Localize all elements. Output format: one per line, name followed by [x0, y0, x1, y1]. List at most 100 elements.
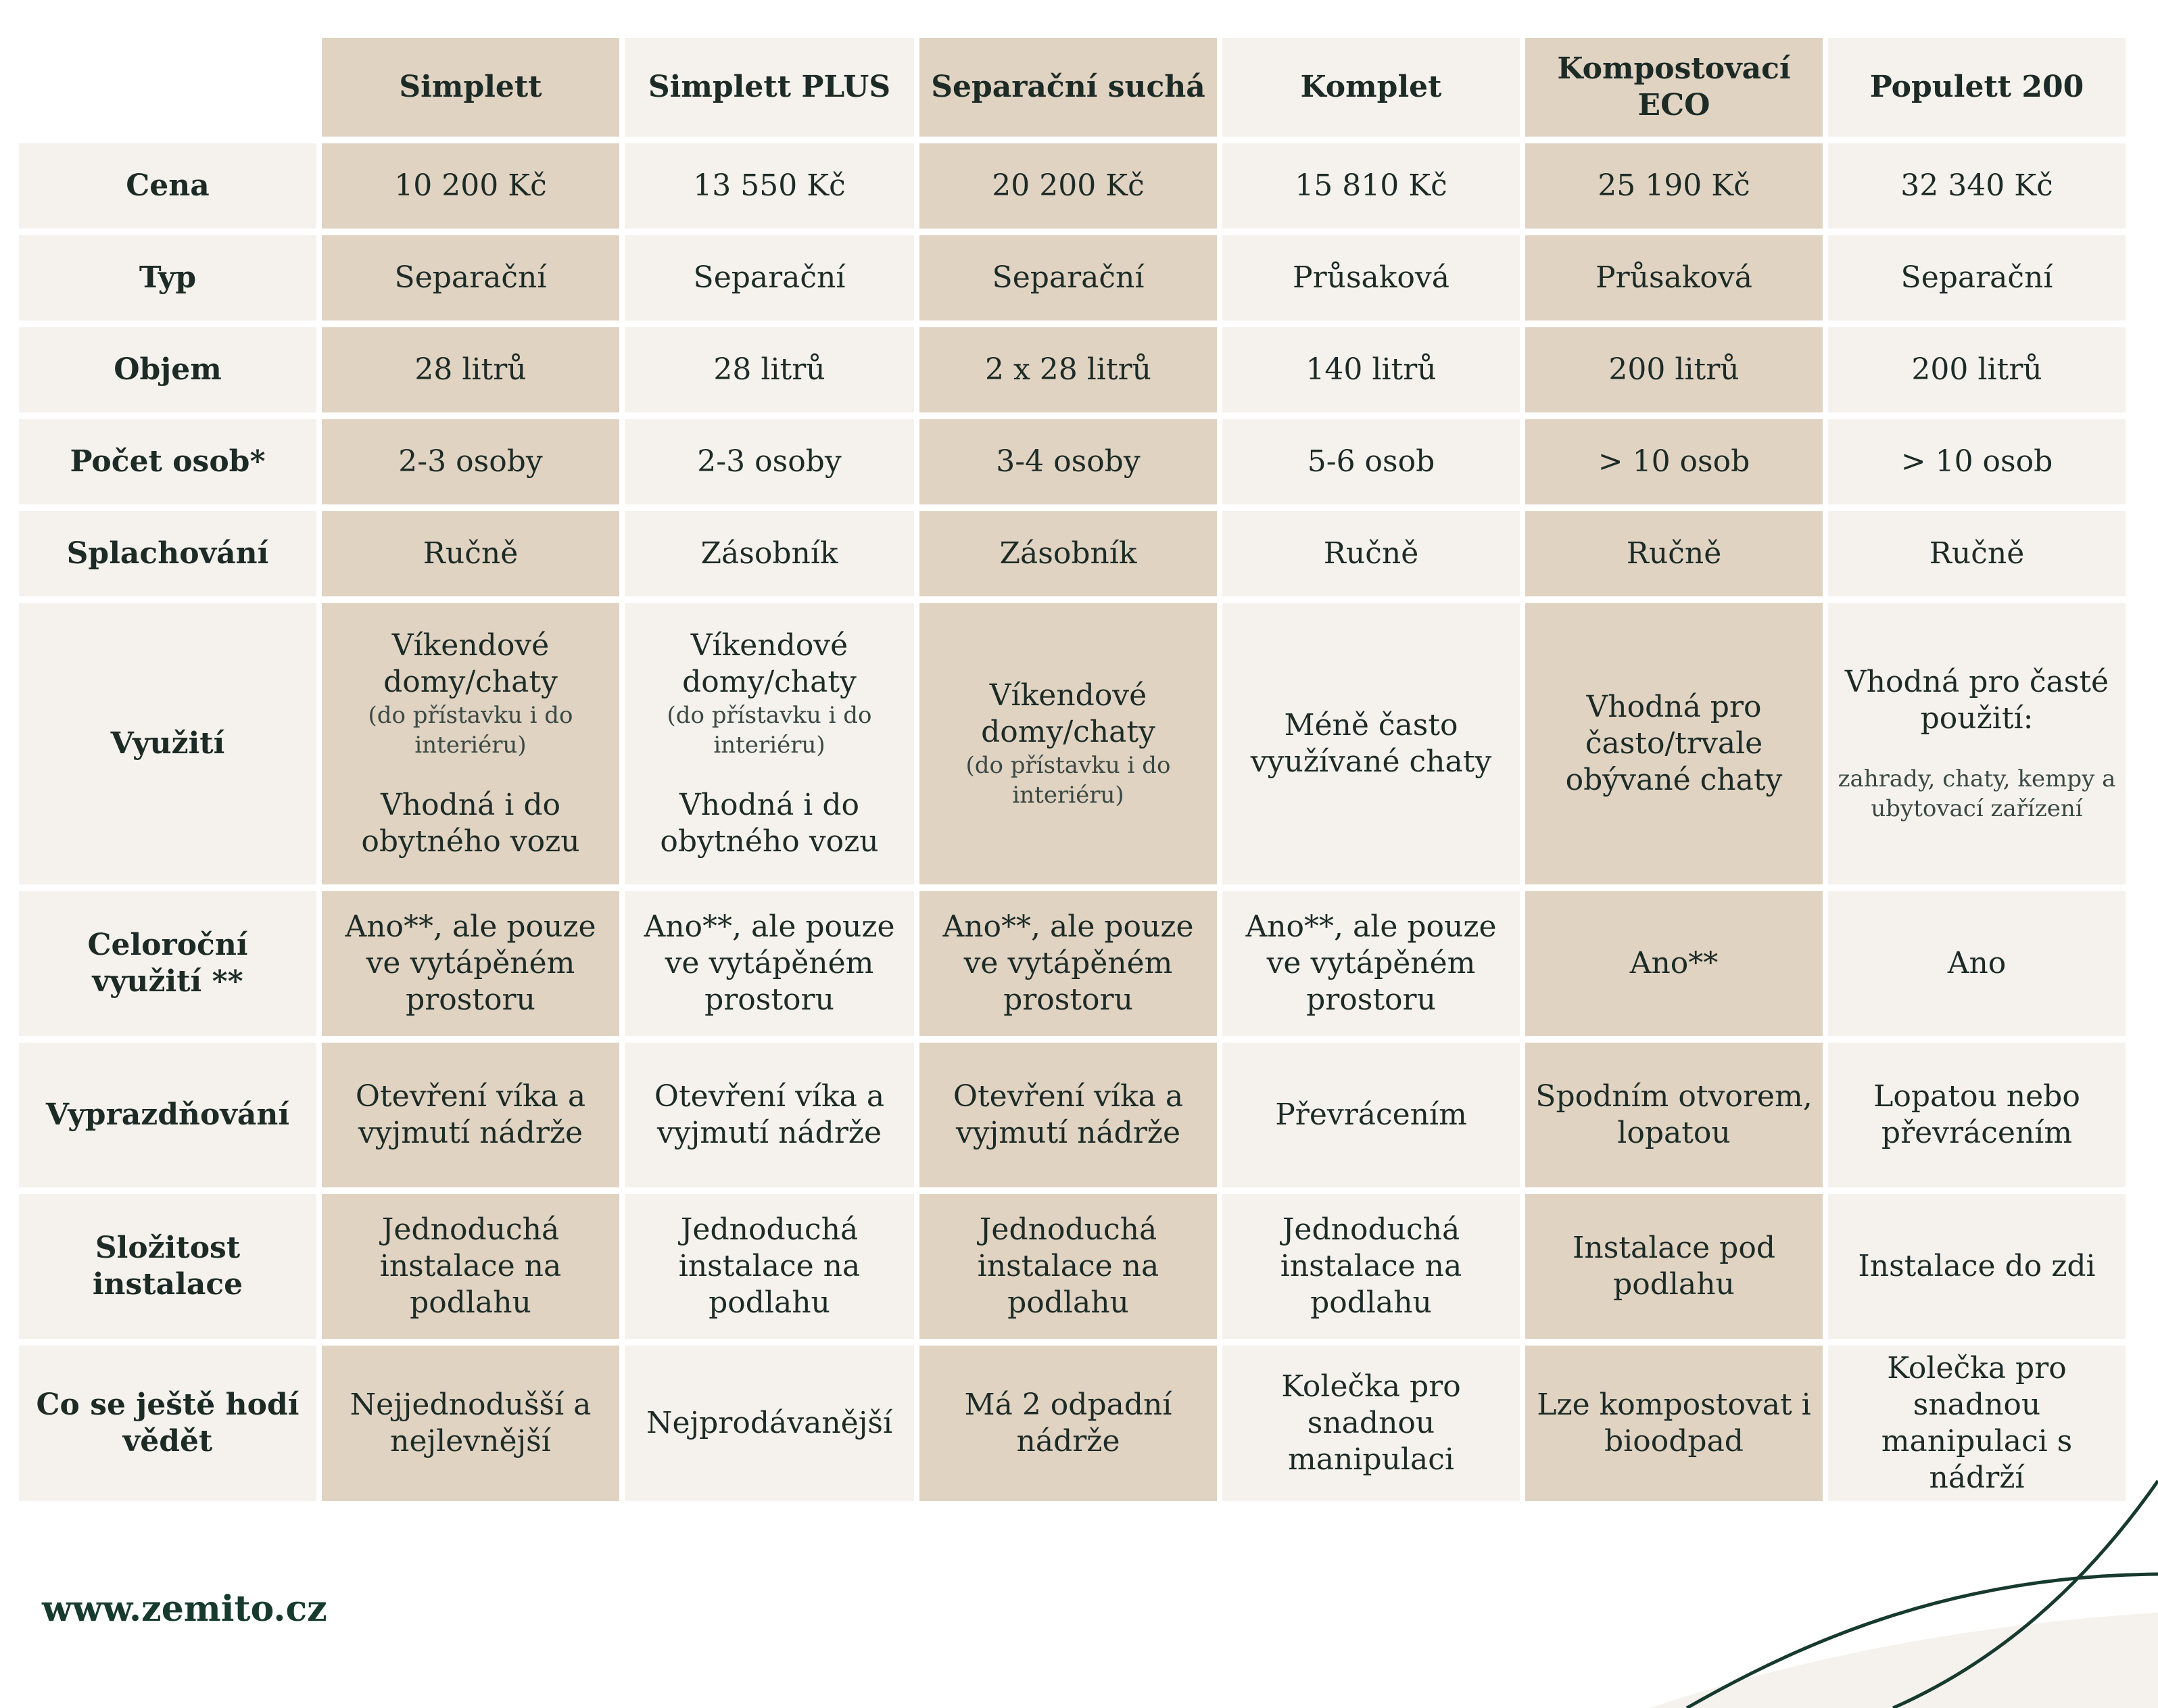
row-label: Složitost instalace	[19, 1194, 316, 1339]
cell-text: 32 340 Kč	[1900, 168, 2053, 203]
cell-text: 2 x 28 litrů	[985, 352, 1151, 387]
table-cell: 25 190 Kč	[1525, 143, 1823, 229]
column-header: Komplet	[1222, 38, 1520, 137]
cell-text: 140 litrů	[1305, 352, 1437, 387]
table-cell: Spodním otvorem, lopatou	[1525, 1043, 1823, 1187]
cell-text: Ručně	[1929, 536, 2025, 571]
column-header: Simplett PLUS	[625, 38, 914, 137]
table-cell: Ručně	[1828, 511, 2126, 596]
table-cell: 3-4 osoby	[919, 419, 1217, 504]
cell-text: Jednoduchá instalace na podlahu	[977, 1212, 1159, 1320]
table-cell: Ano**, ale pouze ve vytápěném prostoru	[919, 891, 1217, 1036]
table-cell: 2-3 osoby	[625, 419, 914, 504]
cell-extra: Vhodná i do obytného vozu	[361, 788, 580, 859]
cell-text: Separační	[1900, 260, 2053, 295]
cell-text: 3-4 osoby	[996, 444, 1141, 479]
table-cell: Víkendové domy/chaty (do přístavku i do i…	[322, 603, 619, 884]
row-label: Typ	[19, 235, 316, 321]
table-cell: Separační	[322, 235, 619, 321]
cell-text: Zásobník	[700, 536, 838, 571]
table-cell: Separační	[919, 235, 1217, 321]
row-label: Celoroční využití **	[19, 891, 316, 1036]
cell-text: Ručně	[1323, 536, 1419, 571]
cell-text: Lze kompostovat i bioodpad	[1537, 1387, 1811, 1458]
cell-text: Víkendové domy/chaty	[383, 628, 558, 699]
table-cell: 10 200 Kč	[322, 143, 619, 229]
column-header: Kompostovací ECO	[1525, 38, 1823, 137]
table-cell: 140 litrů	[1222, 327, 1520, 412]
column-header: Simplett	[322, 38, 619, 137]
cell-text: Ano	[1947, 946, 2007, 980]
table-cell: 2 x 28 litrů	[919, 327, 1217, 412]
table-cell: 13 550 Kč	[625, 143, 914, 229]
table-cell: Ano**	[1525, 891, 1823, 1036]
table-cell: Instalace pod podlahu	[1525, 1194, 1823, 1339]
table-cell: > 10 osob	[1525, 419, 1823, 504]
cell-text: Zásobník	[999, 536, 1137, 571]
table-cell: Jednoduchá instalace na podlahu	[625, 1194, 914, 1339]
table-cell: Otevření víka a vyjmutí nádrže	[322, 1043, 619, 1187]
cell-text: Separační	[394, 260, 547, 295]
table-cell: Lopatou nebo převrácením	[1828, 1043, 2126, 1187]
cell-text: Lopatou nebo převrácením	[1873, 1079, 2080, 1150]
table-cell: Ručně	[322, 511, 619, 596]
comparison-table: Simplett Simplett PLUS Separační suchá Komp…	[19, 38, 2126, 1502]
cell-text: 28 litrů	[713, 352, 825, 387]
cell-text: 200 litrů	[1911, 352, 2042, 387]
table-cell: Lze kompostovat i bioodpad	[1525, 1346, 1823, 1501]
table-cell: Nejprodávanější	[625, 1346, 914, 1501]
cell-text: Separační	[992, 260, 1145, 295]
cell-text: 28 litrů	[414, 352, 527, 387]
table-cell: Separační	[1828, 235, 2126, 321]
table-cell: Jednoduchá instalace na podlahu	[1222, 1194, 1520, 1339]
table-cell: Méně často využívané chaty	[1222, 603, 1520, 884]
cell-text: Méně často využívané chaty	[1250, 708, 1492, 779]
cell-text: Jednoduchá instalace na podlahu	[1280, 1212, 1462, 1320]
cell-text: 15 810 Kč	[1295, 168, 1447, 203]
cell-note: (do přístavku i do interiéru)	[965, 752, 1171, 809]
cell-text: Otevření víka a vyjmutí nádrže	[953, 1079, 1184, 1150]
cell-text: Víkendové domy/chaty	[682, 628, 857, 699]
cell-text: 13 550 Kč	[693, 168, 846, 203]
column-header: Separační suchá	[919, 38, 1217, 137]
table-cell: Kolečka pro snadnou manipulaci s nádrží	[1828, 1346, 2126, 1501]
table-cell: Nejjednodušší a nejlevnější	[322, 1346, 619, 1501]
cell-text: Vhodná pro časté použití:	[1844, 665, 2109, 736]
cell-note: (do přístavku i do interiéru)	[368, 702, 573, 759]
cell-text: Ano**	[1629, 946, 1719, 980]
table-cell: Otevření víka a vyjmutí nádrže	[919, 1043, 1217, 1187]
cell-text: Průsaková	[1595, 260, 1753, 295]
table-cell: Má 2 odpadní nádrže	[919, 1346, 1217, 1501]
website-url[interactable]: www.zemito.cz	[42, 1588, 327, 1630]
table-cell: 5-6 osob	[1222, 419, 1520, 504]
table-cell: Jednoduchá instalace na podlahu	[322, 1194, 619, 1339]
table-cell: Ano**, ale pouze ve vytápěném prostoru	[322, 891, 619, 1036]
cell-text: Separační	[693, 260, 846, 295]
cell-text: Ručně	[1626, 536, 1722, 571]
table-cell: Ručně	[1222, 511, 1520, 596]
cell-text: Jednoduchá instalace na podlahu	[678, 1212, 861, 1320]
table-cell: 28 litrů	[322, 327, 619, 412]
cell-text: Převrácením	[1275, 1097, 1467, 1132]
column-header: Populett 200	[1828, 38, 2126, 137]
cell-text: Otevření víka a vyjmutí nádrže	[355, 1079, 586, 1150]
row-label: Splachování	[19, 511, 316, 596]
table-cell: 200 litrů	[1525, 327, 1823, 412]
cell-text: 2-3 osoby	[398, 444, 543, 479]
table-cell: 200 litrů	[1828, 327, 2126, 412]
cell-text: 10 200 Kč	[394, 168, 547, 203]
table-cell: Ano	[1828, 891, 2126, 1036]
cell-note: zahrady, chaty, kempy a ubytovací zaříze…	[1838, 765, 2116, 822]
row-label: Počet osob*	[19, 419, 316, 504]
cell-text: Průsaková	[1292, 260, 1450, 295]
decorative-curve	[1685, 1572, 2158, 1708]
table-cell: Vhodná pro časté použití: zahrady, chaty,…	[1828, 603, 2126, 884]
table-cell: 20 200 Kč	[919, 143, 1217, 229]
cell-text: 2-3 osoby	[697, 444, 842, 479]
table-cell: 28 litrů	[625, 327, 914, 412]
cell-text: Jednoduchá instalace na podlahu	[379, 1212, 562, 1320]
cell-text: Ano**, ale pouze ve vytápěném prostoru	[1245, 909, 1497, 1017]
table-cell: Vhodná pro často/trvale obývané chaty	[1525, 603, 1823, 884]
table-cell: Otevření víka a vyjmutí nádrže	[625, 1043, 914, 1187]
cell-text: 20 200 Kč	[992, 168, 1145, 203]
